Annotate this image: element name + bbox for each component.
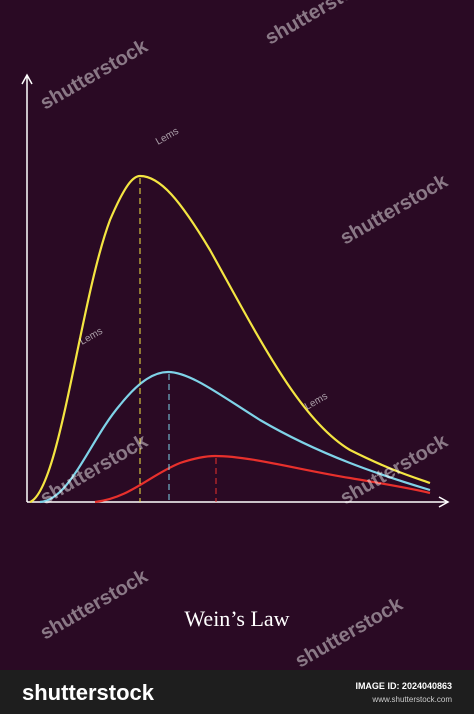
footer-bar: [0, 670, 474, 714]
footer-image-id: IMAGE ID: 2024040863: [355, 681, 452, 691]
title: Wein’s Law: [184, 606, 289, 631]
curve-yellow: [29, 174, 431, 504]
footer-logo: shutterstock: [22, 680, 155, 705]
footer-site: www.shutterstock.com: [371, 695, 452, 704]
curve-red: [94, 454, 431, 504]
background: [0, 0, 474, 670]
curve-blue: [39, 370, 431, 504]
